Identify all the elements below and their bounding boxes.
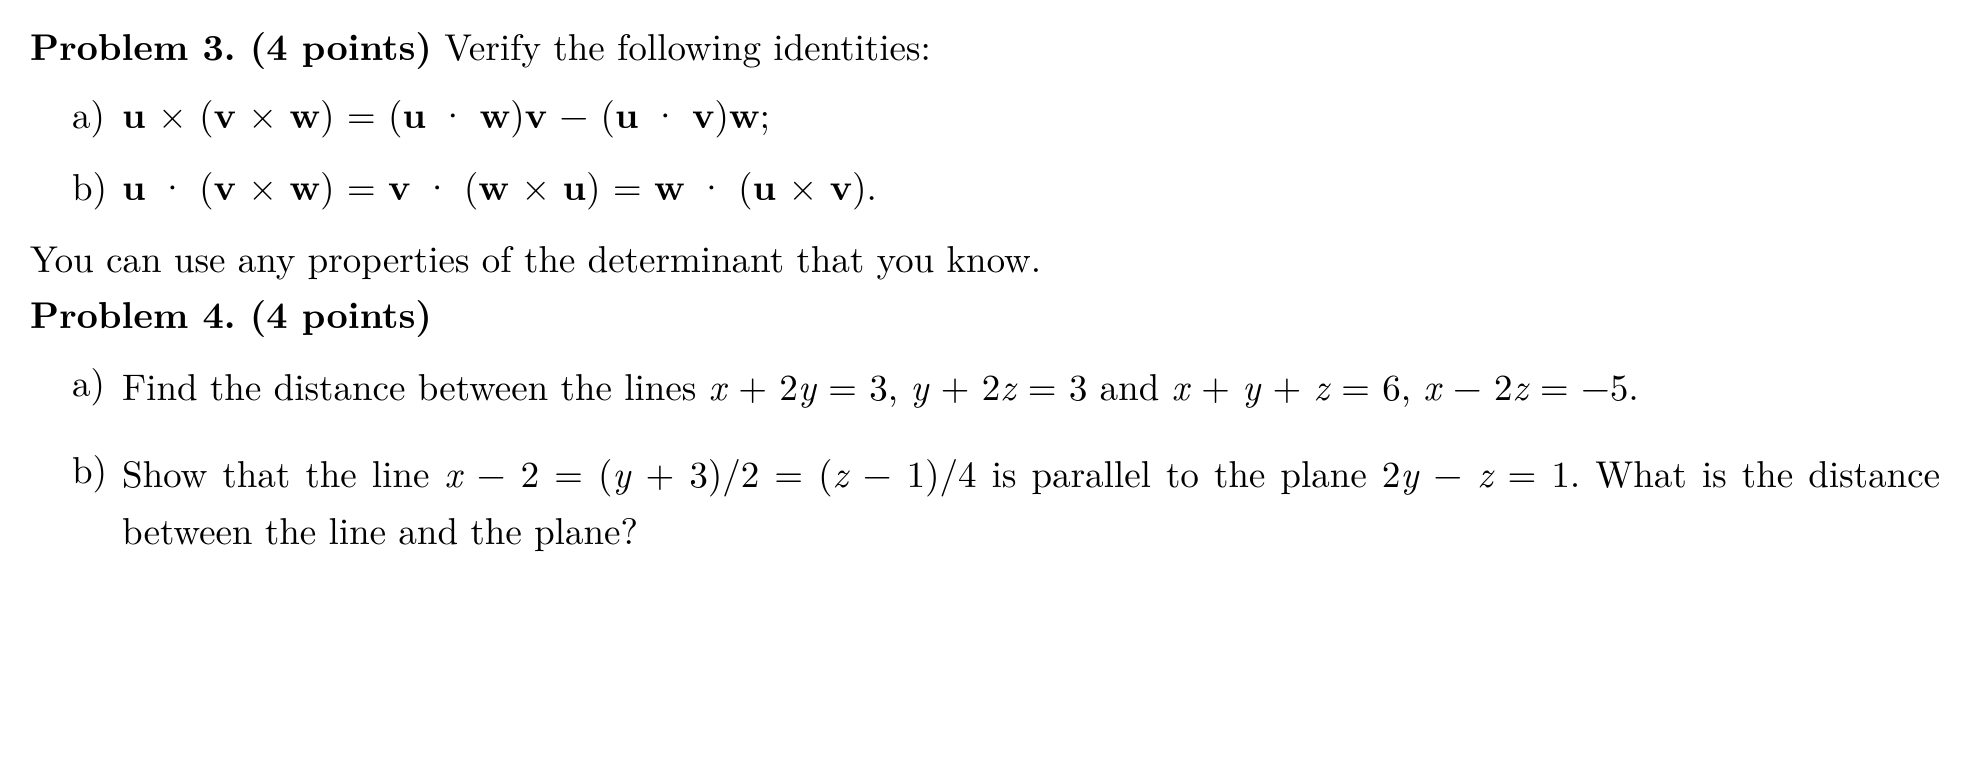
item-label-b: b) — [72, 443, 122, 558]
problem-3-heading: Problem 3. (4 points) Verify the followi… — [30, 20, 1940, 70]
item-label-a: a) — [72, 88, 122, 138]
problem-3-items: a) u × (v × w) = (u · w)v − (u · v)w; b)… — [30, 88, 1940, 210]
item-content-a: u × (v × w) = (u · w)v − (u · v)w; — [122, 88, 1940, 138]
problem-3-title: Problem 3. (4 points) — [30, 18, 432, 71]
problem-3-rest: Verify the following identities: — [432, 18, 931, 71]
item-content-a: Find the distance between the lines x + … — [122, 356, 1940, 413]
list-item: a) u × (v × w) = (u · w)v − (u · v)w; — [30, 88, 1940, 138]
problem-4-items: a) Find the distance between the lines x… — [30, 356, 1940, 558]
item-content-b: u · (v × w) = v · (w × u) = w · (u × v). — [122, 160, 1940, 210]
item-content-b: Show that the line x − 2 = (y + 3)/2 = (… — [122, 443, 1940, 558]
list-item: b) u · (v × w) = v · (w × u) = w · (u × … — [30, 160, 1940, 210]
list-item: a) Find the distance between the lines x… — [30, 356, 1940, 413]
list-item: b) Show that the line x − 2 = (y + 3)/2 … — [30, 443, 1940, 558]
problem-3-note: You can use any properties of the determ… — [30, 232, 1940, 282]
item-label-a: a) — [72, 356, 122, 413]
problem-4-heading: Problem 4. (4 points) — [30, 288, 1940, 338]
item-label-b: b) — [72, 160, 122, 210]
problem-4-title: Problem 4. (4 points) — [30, 286, 432, 339]
